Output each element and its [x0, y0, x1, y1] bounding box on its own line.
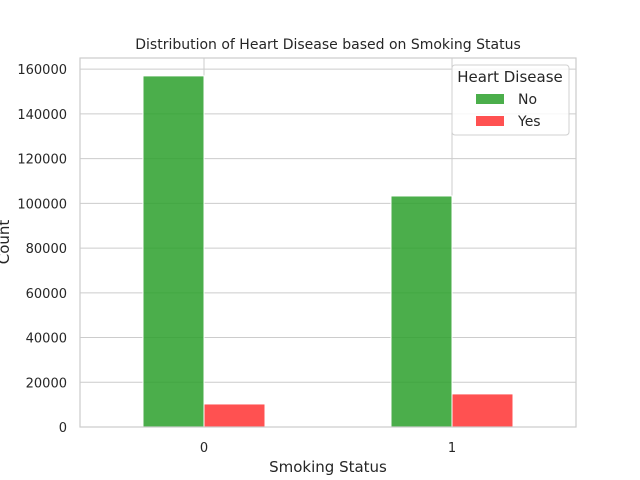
y-tick-labels: 0 20000 40000 60000 80000 100000 120000 140000 1… [17, 63, 67, 436]
legend-entry-no: No [518, 92, 537, 108]
y-tick-label: 80000 [26, 242, 67, 257]
legend-swatch-yes [476, 116, 504, 126]
y-axis-label: Count [0, 220, 13, 265]
y-tick-label: 140000 [17, 108, 67, 123]
legend-entry-yes: Yes [517, 114, 541, 130]
bar-no-0 [142, 75, 205, 428]
y-tick-label: 60000 [26, 287, 67, 302]
y-tick-label: 100000 [17, 197, 67, 212]
bar-yes-0 [203, 403, 266, 428]
legend-title: Heart Disease [457, 68, 563, 86]
plot-frame [79, 57, 577, 428]
x-axis-label: Smoking Status [269, 458, 387, 476]
x-tick-label: 1 [448, 441, 456, 456]
x-tick-label: 0 [200, 441, 208, 456]
y-tick-label: 0 [59, 421, 67, 436]
legend: Heart Disease No Yes [451, 64, 570, 136]
y-tick-label: 120000 [17, 153, 67, 168]
bars [142, 75, 514, 428]
bar-yes-1 [451, 393, 514, 428]
y-tick-label: 40000 [26, 332, 67, 347]
bar-no-1 [390, 195, 453, 428]
chart-title: Distribution of Heart Disease based on S… [135, 37, 521, 53]
y-tick-label: 160000 [17, 63, 67, 78]
y-tick-label: 20000 [26, 376, 67, 391]
legend-swatch-no [476, 94, 504, 104]
